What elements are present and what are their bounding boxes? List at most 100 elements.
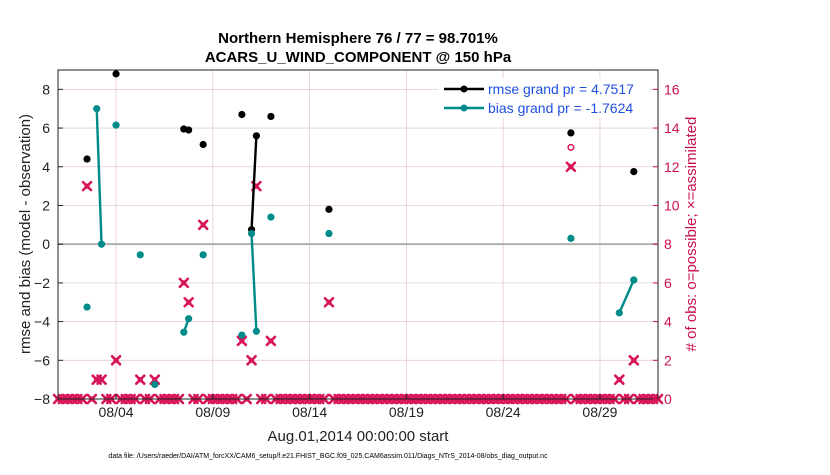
obs-assimilated-marker [183, 296, 194, 308]
right-tick-label: 0 [664, 391, 672, 407]
x-tick-label: 08/04 [99, 404, 134, 420]
obs-assimilated-marker [134, 374, 146, 385]
chart-subtitle: ACARS_U_WIND_COMPONENT @ 150 hPa [205, 49, 512, 66]
obs-assimilated-core [98, 377, 105, 383]
chart-title: Northern Hemisphere 76 / 77 = 98.701% [218, 30, 498, 47]
right-tick-label: 10 [664, 197, 680, 213]
bias-point [267, 213, 275, 221]
rmse-point [199, 140, 207, 149]
bias-point [83, 303, 91, 311]
obs-assimilated-marker [628, 354, 640, 366]
rmse-point [325, 205, 333, 213]
obs-assimilated-core [181, 280, 187, 286]
bias-point [247, 229, 256, 238]
right-tick-label: 14 [664, 120, 680, 136]
obs-assimilated-marker [323, 296, 335, 308]
plot-background [58, 70, 658, 399]
y-axis-label: rmse and bias (model - observation) [17, 114, 34, 354]
bias-point [136, 251, 144, 259]
x-tick-label: 08/19 [389, 404, 424, 420]
bias-point [325, 229, 333, 238]
rmse-point [112, 70, 120, 78]
right-tick-label: 4 [664, 314, 672, 330]
rmse-line [250, 135, 258, 230]
x-tick-label: 08/24 [486, 404, 521, 420]
legend-rmse-marker [460, 85, 468, 93]
obs-assimilated-core [268, 338, 274, 344]
rmse-point [185, 126, 193, 134]
bias-series [83, 105, 638, 389]
obs-assimilated-core [568, 164, 574, 170]
rmse-point [267, 112, 275, 121]
right-tick-label: 8 [664, 236, 672, 252]
obs-assimilated-marker [565, 161, 577, 173]
obs-assimilated-marker [246, 354, 257, 366]
left-tick-label: −2 [34, 275, 50, 291]
obs-assimilated-core [186, 299, 192, 305]
x-tick-label: 08/14 [292, 404, 327, 420]
obs-assimilated-core [248, 357, 255, 363]
series-layer [83, 70, 638, 389]
right-tick-label: 6 [664, 275, 672, 291]
x-tick-label: 08/09 [195, 404, 230, 420]
rmse-point [630, 168, 638, 176]
right-tick-label: 16 [664, 81, 680, 97]
obs-assimilated-core [200, 222, 206, 228]
bias-point [93, 105, 101, 113]
obs-assimilated-marker [110, 354, 122, 366]
plot-frame [57, 69, 659, 400]
left-tick-label: 2 [42, 197, 50, 213]
bias-line [95, 108, 103, 245]
rmse-point [238, 110, 246, 119]
rmse-point [83, 155, 91, 163]
data-file-footer: data file: /Users/raeder/DAI/ATM_forcXX/… [108, 453, 548, 460]
legend-bias-label: bias grand pr = -1.7624 [488, 100, 633, 116]
rmse-point [252, 132, 260, 140]
obs-assimilated-core [113, 357, 119, 363]
left-tick-label: −6 [34, 352, 50, 368]
bias-point [567, 234, 575, 242]
legend-bias-marker [460, 104, 468, 112]
y2-axis-label: # of obs: o=possible; ×=assimilated [683, 117, 700, 352]
left-tick-label: 6 [42, 120, 50, 136]
bias-point [112, 121, 120, 129]
rmse-point [567, 129, 575, 137]
obs-assimilated-marker [197, 219, 209, 231]
obs-assimilated-marker [265, 335, 277, 347]
bias-point [185, 315, 193, 323]
bias-point [180, 328, 188, 336]
obs-assimilated-marker [236, 335, 248, 347]
bias-line [250, 233, 258, 332]
bias-point [97, 240, 106, 248]
left-tick-label: 8 [42, 81, 50, 97]
obs-assimilated-core [94, 377, 100, 383]
obs-assimilated-marker [613, 374, 625, 385]
rmse-series [83, 70, 638, 234]
left-tick-label: −4 [34, 314, 50, 330]
bias-point [615, 309, 623, 317]
bias-line [618, 279, 635, 314]
bias-point [151, 380, 159, 389]
x-tick-label: 08/29 [582, 404, 617, 420]
left-tick-label: −8 [34, 391, 50, 407]
legend-box [438, 78, 650, 118]
legend: rmse grand pr = 4.7517 bias grand pr = -… [438, 78, 650, 118]
bias-point [238, 331, 246, 339]
obs-assimilated-marker [96, 374, 107, 385]
right-tick-label: 12 [664, 159, 680, 175]
bias-point [630, 276, 638, 284]
obs-assimilated-core [84, 183, 90, 189]
right-tick-label: 2 [664, 352, 672, 368]
obs-assimilated-core [152, 377, 158, 383]
bias-point [252, 327, 260, 335]
obs-assimilated-core [631, 357, 637, 363]
left-axis: −8 −6 −4 −2 0 2 4 6 8 [34, 81, 63, 407]
obs-assimilated-core [239, 338, 245, 344]
right-axis: 0 2 4 6 8 10 12 14 16 [653, 81, 680, 407]
obs-assimilated-core [137, 377, 143, 383]
obs-assimilated-marker [81, 180, 93, 192]
x-axis-label: Aug.01,2014 00:00:00 start [268, 428, 450, 445]
obs-assimilated-marker [178, 277, 190, 289]
left-tick-label: 4 [42, 159, 50, 175]
